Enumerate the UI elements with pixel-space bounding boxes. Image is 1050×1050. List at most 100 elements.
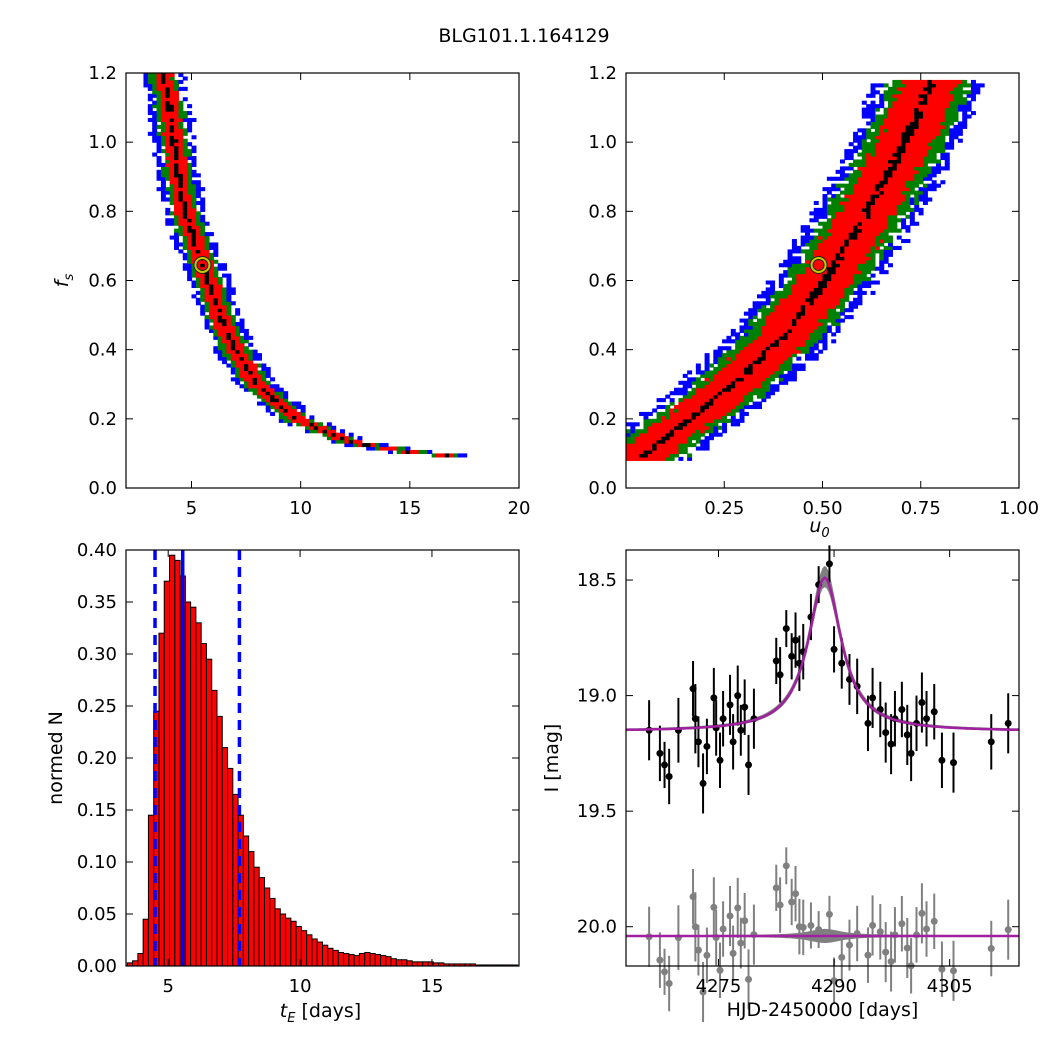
confidence-cell bbox=[844, 200, 850, 206]
confidence-cell bbox=[222, 318, 228, 323]
confidence-cell bbox=[936, 124, 941, 129]
confidence-cell bbox=[896, 124, 902, 129]
confidence-cell bbox=[726, 373, 732, 378]
confidence-cell bbox=[818, 211, 824, 216]
residual-point bbox=[703, 951, 711, 959]
confidence-cell bbox=[870, 280, 876, 285]
histogram-bar bbox=[311, 938, 318, 967]
confidence-cell bbox=[647, 439, 653, 444]
p3-ticks: 5 10 150.000.050.100.150.200.250.300.350.4… bbox=[77, 540, 519, 997]
confidence-cell bbox=[770, 301, 776, 306]
confidence-cell bbox=[235, 370, 241, 375]
confidence-cell bbox=[896, 204, 902, 209]
confidence-cell bbox=[204, 308, 210, 313]
confidence-cell bbox=[765, 297, 771, 302]
confidence-cell bbox=[713, 360, 719, 365]
confidence-cell bbox=[800, 366, 806, 372]
confidence-cell bbox=[791, 328, 797, 333]
confidence-cell bbox=[217, 294, 223, 299]
confidence-cell bbox=[195, 187, 201, 192]
confidence-cell bbox=[813, 207, 819, 212]
confidence-cell bbox=[174, 142, 179, 147]
confidence-cell bbox=[844, 183, 850, 188]
confidence-cell bbox=[783, 339, 789, 344]
confidence-cell bbox=[848, 194, 854, 199]
confidence-cell bbox=[169, 128, 175, 133]
confidence-cell bbox=[949, 131, 955, 136]
confidence-cell bbox=[879, 180, 885, 185]
confidence-cell bbox=[962, 79, 968, 84]
confidence-cell bbox=[809, 239, 815, 244]
confidence-cell bbox=[730, 339, 736, 344]
confidence-cell bbox=[778, 349, 784, 354]
confidence-cell bbox=[831, 218, 837, 223]
confidence-cell bbox=[909, 152, 915, 157]
confidence-cell bbox=[831, 249, 837, 254]
confidence-cell bbox=[835, 277, 841, 282]
confidence-cell bbox=[291, 418, 297, 423]
confidence-cell bbox=[735, 360, 741, 365]
confidence-cell bbox=[152, 100, 158, 105]
confidence-cell bbox=[208, 287, 214, 292]
confidence-cell bbox=[287, 422, 293, 427]
confidence-cell bbox=[918, 86, 924, 91]
confidence-cell bbox=[879, 218, 885, 223]
confidence-cell bbox=[844, 239, 850, 244]
confidence-cell bbox=[765, 280, 771, 285]
confidence-cell bbox=[687, 432, 693, 437]
confidence-cell bbox=[691, 432, 697, 437]
confidence-cell bbox=[861, 100, 867, 105]
confidence-cell bbox=[874, 131, 880, 136]
confidence-cell bbox=[940, 145, 946, 150]
confidence-cell bbox=[879, 197, 885, 202]
confidence-cell bbox=[874, 197, 880, 202]
confidence-cell bbox=[674, 422, 679, 427]
confidence-cell bbox=[883, 93, 889, 98]
confidence-cell bbox=[674, 439, 679, 444]
confidence-cell bbox=[695, 391, 701, 396]
confidence-cell bbox=[704, 363, 710, 368]
confidence-cell bbox=[687, 411, 693, 416]
confidence-cell bbox=[178, 135, 184, 140]
confidence-cell bbox=[165, 100, 171, 105]
confidence-cell bbox=[870, 169, 876, 174]
confidence-cell bbox=[888, 249, 893, 254]
confidence-cell bbox=[818, 332, 824, 337]
confidence-cell bbox=[870, 256, 876, 261]
confidence-cell bbox=[208, 270, 214, 275]
confidence-cell bbox=[931, 114, 937, 119]
confidence-cell bbox=[160, 190, 166, 195]
confidence-cell bbox=[726, 377, 732, 382]
confidence-cell bbox=[944, 142, 950, 147]
confidence-cell bbox=[922, 107, 928, 112]
confidence-cell bbox=[861, 131, 867, 136]
confidence-cell bbox=[940, 128, 946, 133]
confidence-cell bbox=[682, 436, 688, 441]
confidence-cell bbox=[252, 353, 258, 358]
confidence-cell bbox=[909, 135, 915, 140]
confidence-cell bbox=[866, 263, 872, 268]
confidence-cell bbox=[800, 342, 806, 347]
confidence-cell bbox=[888, 263, 893, 268]
confidence-cell bbox=[861, 290, 867, 295]
confidence-cell bbox=[918, 100, 924, 105]
confidence-cell bbox=[204, 249, 210, 254]
confidence-cell bbox=[783, 335, 789, 340]
confidence-cell bbox=[752, 346, 758, 351]
confidence-cell bbox=[217, 356, 223, 361]
confidence-cell bbox=[726, 370, 732, 375]
confidence-cell bbox=[722, 429, 728, 434]
confidence-cell bbox=[213, 249, 219, 254]
confidence-cell bbox=[695, 418, 701, 423]
confidence-cell bbox=[178, 131, 184, 136]
confidence-cell bbox=[647, 449, 653, 455]
confidence-cell bbox=[870, 211, 876, 216]
confidence-cell bbox=[687, 415, 693, 420]
confidence-cell bbox=[165, 90, 171, 95]
confidence-cell bbox=[953, 86, 959, 91]
confidence-cell bbox=[226, 294, 232, 299]
confidence-cell bbox=[949, 114, 955, 119]
confidence-cell bbox=[765, 311, 771, 316]
confidence-cell bbox=[274, 387, 280, 392]
confidence-cell bbox=[778, 297, 784, 302]
